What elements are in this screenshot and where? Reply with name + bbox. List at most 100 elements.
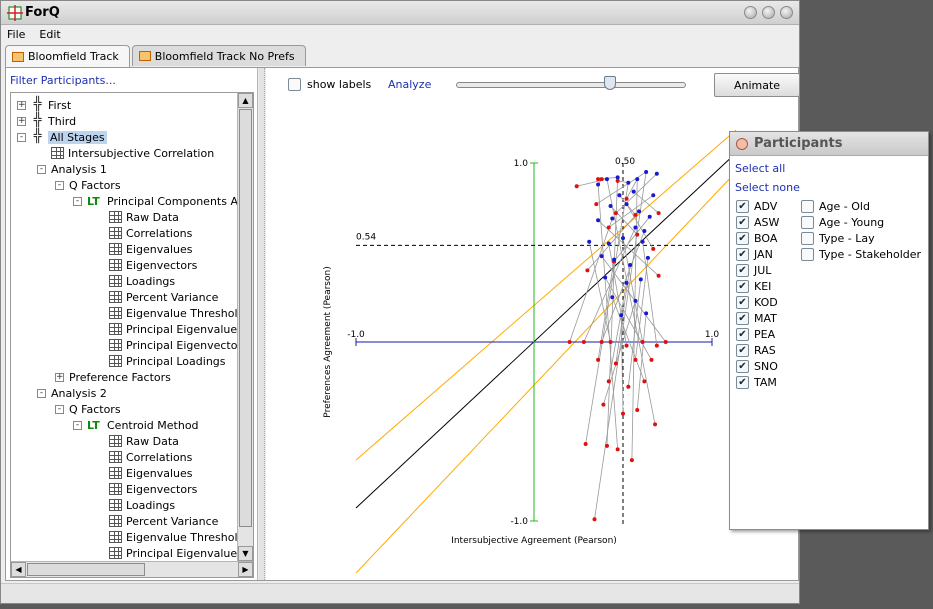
scroll-right-arrow-icon[interactable]: ▶	[238, 562, 253, 577]
participant-item[interactable]: ✔ JUL	[736, 264, 771, 277]
group-filter-item[interactable]: Type - Stakeholder	[801, 248, 921, 261]
tree-node[interactable]: Percent Variance	[109, 513, 218, 529]
tree-node[interactable]: Analysis 1	[51, 161, 107, 177]
participant-checkbox[interactable]: ✔	[736, 376, 749, 389]
tree-node[interactable]: Raw Data	[109, 433, 179, 449]
participant-item[interactable]: ✔ RAS	[736, 344, 776, 357]
participant-item[interactable]: ✔ PEA	[736, 328, 775, 341]
tree-node[interactable]: Correlations	[109, 225, 192, 241]
pane-splitter[interactable]	[259, 68, 265, 580]
tree-node[interactable]: Percent Variance	[109, 289, 218, 305]
participant-checkbox[interactable]: ✔	[736, 344, 749, 357]
data-point	[593, 517, 597, 521]
tree-node[interactable]: Raw Data	[109, 209, 179, 225]
tree-expand-toggle[interactable]: -	[37, 165, 46, 174]
data-point	[657, 211, 661, 215]
tree-expand-toggle[interactable]: -	[17, 133, 26, 142]
tree-vertical-scrollbar[interactable]: ▲ ▼	[237, 93, 253, 561]
data-point	[596, 182, 600, 186]
tree-expand-toggle[interactable]: +	[55, 373, 64, 382]
group-checkbox[interactable]	[801, 216, 814, 229]
tree-expand-toggle[interactable]: -	[37, 389, 46, 398]
participant-checkbox[interactable]: ✔	[736, 312, 749, 325]
menu-edit[interactable]: Edit	[39, 28, 60, 41]
tree-node[interactable]: Preference Factors	[69, 369, 171, 385]
tree-node[interactable]: Principal Eigenvalues	[109, 545, 243, 561]
participant-item[interactable]: ✔ KEI	[736, 280, 771, 293]
scroll-up-arrow-icon[interactable]: ▲	[238, 93, 253, 108]
group-checkbox[interactable]	[801, 232, 814, 245]
scroll-thumb[interactable]	[239, 109, 252, 527]
tree-node[interactable]: ╬ Third	[31, 113, 76, 129]
participant-item[interactable]: ✔ SNO	[736, 360, 778, 373]
participant-checkbox[interactable]: ✔	[736, 200, 749, 213]
scroll-thumb[interactable]	[27, 563, 145, 576]
tab-bloomfield-track-no-prefs[interactable]: Bloomfield Track No Prefs	[132, 45, 306, 66]
scroll-left-arrow-icon[interactable]: ◀	[11, 562, 26, 577]
participant-code: SNO	[754, 360, 778, 373]
group-checkbox[interactable]	[801, 200, 814, 213]
tree-node-label: Percent Variance	[126, 515, 218, 528]
tree-node[interactable]: Eigenvectors	[109, 257, 197, 273]
tab-bloomfield-track[interactable]: Bloomfield Track	[5, 45, 130, 67]
tree-node[interactable]: Correlations	[109, 449, 192, 465]
close-button[interactable]	[780, 6, 793, 19]
tree-node[interactable]: Eigenvalue Threshold	[109, 305, 244, 321]
select-all-link[interactable]: Select all	[735, 162, 785, 175]
participant-checkbox[interactable]: ✔	[736, 328, 749, 341]
tree-node[interactable]: LT Principal Components Ana	[87, 193, 252, 209]
tree-node[interactable]: Loadings	[109, 273, 175, 289]
participant-item[interactable]: ✔ KOD	[736, 296, 778, 309]
tree-expand-toggle[interactable]: +	[17, 101, 26, 110]
group-checkbox[interactable]	[801, 248, 814, 261]
tree-node[interactable]: ╬ All Stages	[31, 129, 107, 145]
participant-checkbox[interactable]: ✔	[736, 280, 749, 293]
tree-node[interactable]: LT Centroid Method	[87, 417, 199, 433]
tree-node[interactable]: Intersubjective Correlation	[51, 145, 214, 161]
tree-node[interactable]: Principal Eigenvalues	[109, 321, 243, 337]
tree-node[interactable]: Analysis 2	[51, 385, 107, 401]
tree-expand-toggle[interactable]: +	[17, 117, 26, 126]
tree-node[interactable]: Eigenvectors	[109, 481, 197, 497]
participant-item[interactable]: ✔ BOA	[736, 232, 777, 245]
participant-item[interactable]: ✔ TAM	[736, 376, 777, 389]
tree-node-label: Eigenvalues	[126, 467, 193, 480]
tree-node[interactable]: ╬ First	[31, 97, 71, 113]
filter-participants-link[interactable]: Filter Participants...	[10, 74, 116, 87]
participant-checkbox[interactable]: ✔	[736, 232, 749, 245]
tree-horizontal-scrollbar[interactable]: ◀ ▶	[11, 561, 253, 577]
minimize-button[interactable]	[744, 6, 757, 19]
tree-node[interactable]: Eigenvalues	[109, 465, 193, 481]
participant-checkbox[interactable]: ✔	[736, 360, 749, 373]
tree-node[interactable]: Eigenvalues	[109, 241, 193, 257]
participant-item[interactable]: ✔ MAT	[736, 312, 777, 325]
data-point	[596, 218, 600, 222]
participant-item[interactable]: ✔ ASW	[736, 216, 779, 229]
tree-expand-toggle[interactable]: -	[73, 197, 82, 206]
data-point	[614, 211, 618, 215]
tree-expand-toggle[interactable]: -	[55, 405, 64, 414]
menu-file[interactable]: File	[7, 28, 25, 41]
group-filter-item[interactable]: Age - Young	[801, 216, 884, 229]
tree-node[interactable]: Q Factors	[69, 177, 121, 193]
tree-node[interactable]: Eigenvalue Threshold	[109, 529, 244, 545]
scroll-down-arrow-icon[interactable]: ▼	[238, 546, 253, 561]
participant-item[interactable]: ✔ ADV	[736, 200, 777, 213]
participant-checkbox[interactable]: ✔	[736, 264, 749, 277]
select-none-link[interactable]: Select none	[735, 181, 800, 194]
title-bar[interactable]: ForQ	[1, 1, 799, 25]
participant-item[interactable]: ✔ JAN	[736, 248, 773, 261]
tree-node[interactable]: Loadings	[109, 497, 175, 513]
maximize-button[interactable]	[762, 6, 775, 19]
group-filter-item[interactable]: Age - Old	[801, 200, 870, 213]
participant-checkbox[interactable]: ✔	[736, 248, 749, 261]
participant-checkbox[interactable]: ✔	[736, 216, 749, 229]
tree-expand-toggle[interactable]: -	[55, 181, 64, 190]
tree-node[interactable]: Q Factors	[69, 401, 121, 417]
tree-node[interactable]: Principal Eigenvectors	[109, 337, 248, 353]
participants-title-bar[interactable]: Participants	[730, 132, 928, 156]
group-filter-item[interactable]: Type - Lay	[801, 232, 875, 245]
tree-expand-toggle[interactable]: -	[73, 421, 82, 430]
tree-node[interactable]: Principal Loadings	[109, 353, 226, 369]
participant-checkbox[interactable]: ✔	[736, 296, 749, 309]
